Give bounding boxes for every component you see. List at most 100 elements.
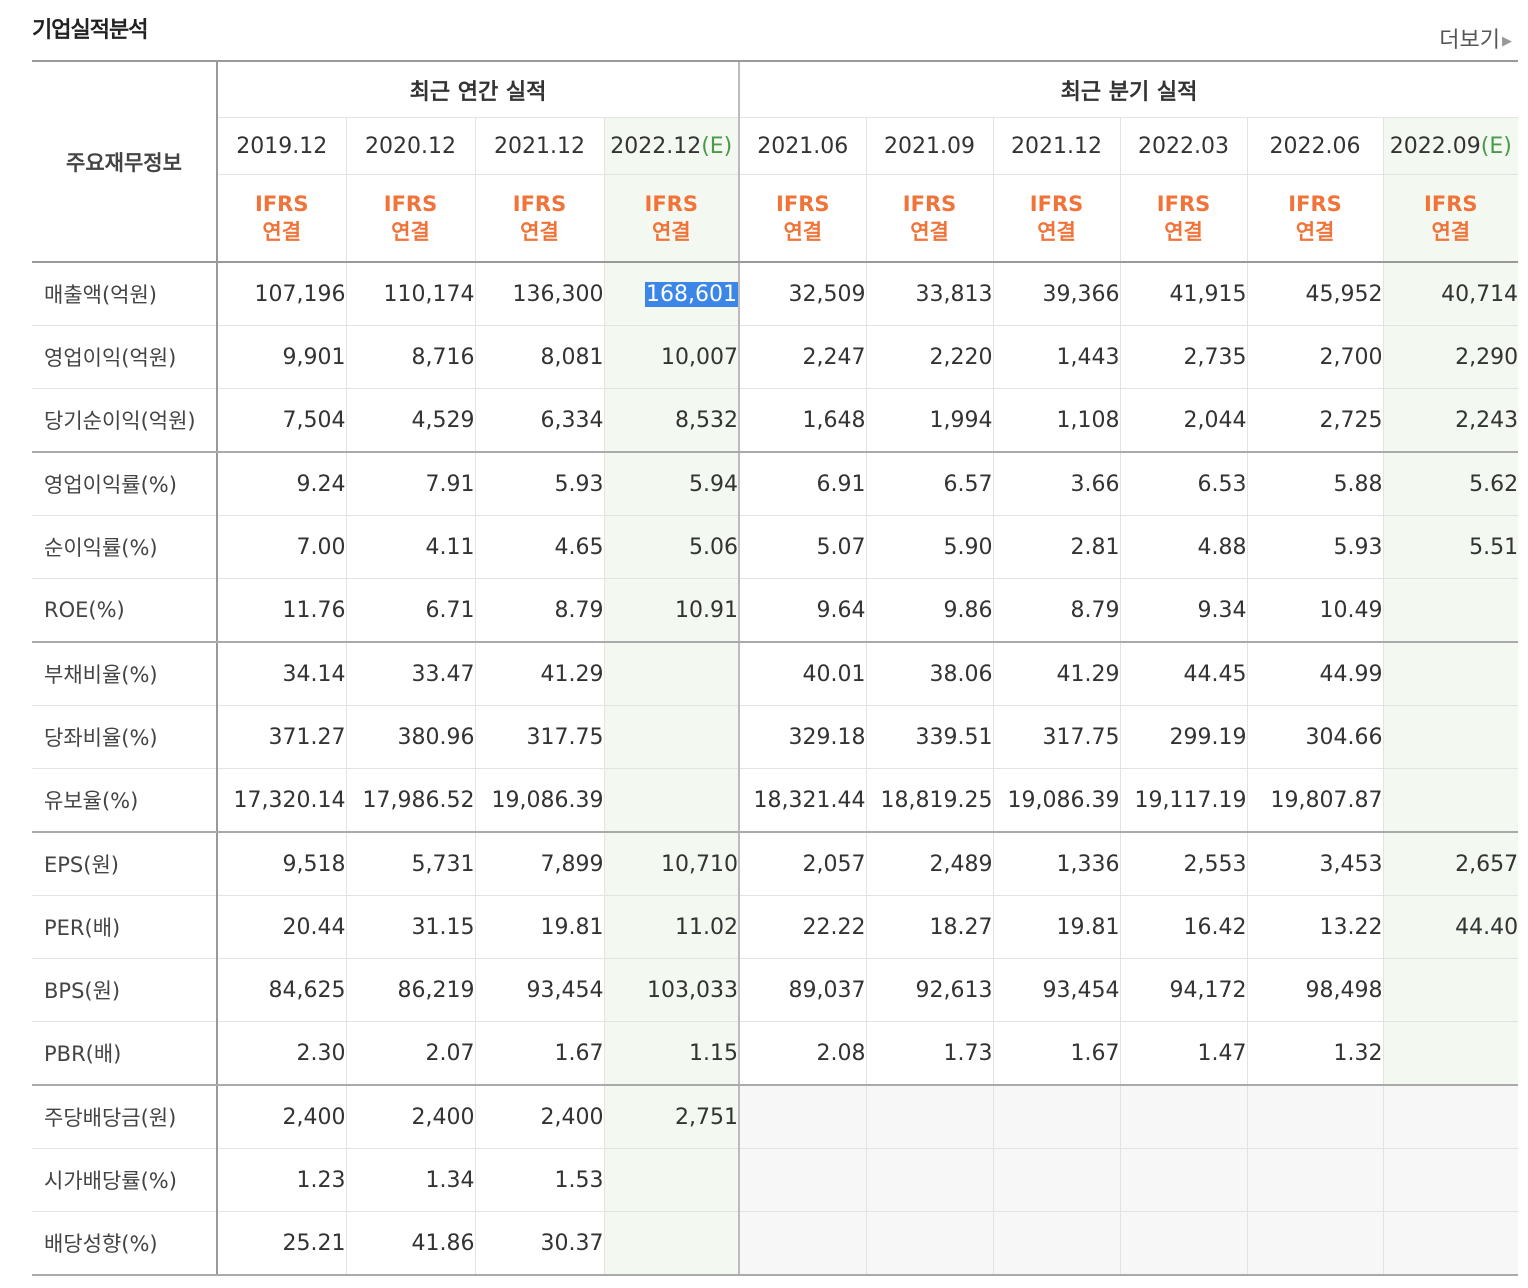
table-cell: 33.47 xyxy=(345,641,476,706)
table-cell: 8.79 xyxy=(992,578,1121,643)
estimate-marker: (E) xyxy=(701,133,733,159)
table-cell: 1,108 xyxy=(992,388,1121,453)
estimate-marker: (E) xyxy=(1480,133,1512,159)
table-cell: 9.86 xyxy=(865,578,994,643)
table-cell: 17,986.52 xyxy=(345,768,476,833)
table-cell: 5.06 xyxy=(603,515,740,579)
table-cell: 10,007 xyxy=(603,325,740,389)
table-cell: 4.88 xyxy=(1119,515,1248,579)
table-cell: 136,300 xyxy=(474,261,605,326)
column-date-label: 2022.09 xyxy=(1389,133,1481,159)
selected-value[interactable]: 168,601 xyxy=(645,281,739,307)
table-cell: 44.40 xyxy=(1382,895,1519,959)
table-cell xyxy=(738,1084,867,1149)
column-date: 2022.03 xyxy=(1119,117,1248,175)
row-label: 시가배당률(%) xyxy=(32,1148,218,1212)
table-cell xyxy=(865,1084,994,1149)
section-title: 기업실적분석 xyxy=(32,18,148,43)
accounting-standard: IFRS 연결 xyxy=(345,174,476,263)
table-cell xyxy=(1382,641,1519,706)
table-cell: 98,498 xyxy=(1246,958,1384,1022)
table-cell xyxy=(1119,1211,1248,1276)
table-cell: 107,196 xyxy=(216,261,347,326)
table-cell: 84,625 xyxy=(216,958,347,1022)
table-cell: 41,915 xyxy=(1119,261,1248,326)
row-label: 당좌비율(%) xyxy=(32,705,218,769)
column-date-label: 2021.06 xyxy=(757,133,849,159)
table-row: 영업이익(억원) 9,901 8,716 8,081 10,007 2,247 2,220 1… xyxy=(32,325,1519,389)
table-row: PER(배) 20.44 31.15 19.81 11.02 22.22 18.27 19.8… xyxy=(32,895,1519,959)
table-cell: 44.99 xyxy=(1246,641,1384,706)
row-label: BPS(원) xyxy=(32,958,218,1022)
table-cell xyxy=(603,768,740,833)
standard-line1: IFRS xyxy=(1156,192,1211,216)
table-cell: 1.15 xyxy=(603,1021,740,1086)
table-cell: 41.86 xyxy=(345,1211,476,1276)
table-cell: 19,117.19 xyxy=(1119,768,1248,833)
table-cell: 8,532 xyxy=(603,388,740,453)
table-cell: 94,172 xyxy=(1119,958,1248,1022)
table-cell: 41.29 xyxy=(474,641,605,706)
table-cell: 2.08 xyxy=(738,1021,867,1086)
table-cell xyxy=(1382,1021,1519,1086)
more-link[interactable]: 더보기 ▶ xyxy=(1439,22,1512,54)
accounting-standard: IFRS 연결 xyxy=(603,174,740,263)
column-date-label: 2022.12 xyxy=(610,133,702,159)
table-cell: 2,400 xyxy=(474,1084,605,1149)
table-cell: 3,453 xyxy=(1246,831,1384,896)
table-cell: 89,037 xyxy=(738,958,867,1022)
table-cell: 1.67 xyxy=(474,1021,605,1086)
table-row: 매출액(억원) 107,196 110,174 136,300 168,601 32,50… xyxy=(32,261,1519,326)
table-row: 주당배당금(원) 2,400 2,400 2,400 2,751 xyxy=(32,1084,1519,1149)
table-cell: 2.81 xyxy=(992,515,1121,579)
column-date: 2019.12 xyxy=(216,117,347,175)
table-cell xyxy=(603,1148,740,1212)
standard-line2: 연결 xyxy=(783,220,823,244)
table-cell: 339.51 xyxy=(865,705,994,769)
table-cell: 93,454 xyxy=(992,958,1121,1022)
table-cell: 19,086.39 xyxy=(474,768,605,833)
standard-line2: 연결 xyxy=(1431,220,1471,244)
column-date-label: 2021.09 xyxy=(884,133,975,159)
table-cell: 3.66 xyxy=(992,451,1121,516)
table-cell: 44.45 xyxy=(1119,641,1248,706)
table-cell: 2,220 xyxy=(865,325,994,389)
table-cell xyxy=(1382,578,1519,643)
table-cell: 1,994 xyxy=(865,388,994,453)
standard-line1: IFRS xyxy=(1288,192,1342,216)
accounting-standard: IFRS 연결 xyxy=(738,174,867,263)
more-label: 더보기 xyxy=(1439,28,1500,53)
table-cell: 10.49 xyxy=(1246,578,1384,643)
table-cell xyxy=(1382,1148,1519,1212)
standard-line2: 연결 xyxy=(1037,220,1076,244)
table-cell: 10,710 xyxy=(603,831,740,896)
table-cell: 34.14 xyxy=(216,641,347,706)
table-cell: 371.27 xyxy=(216,705,347,769)
table-cell: 2,243 xyxy=(1382,388,1519,453)
table-cell: 45,952 xyxy=(1246,261,1384,326)
table-cell: 317.75 xyxy=(474,705,605,769)
row-label: PBR(배) xyxy=(32,1021,218,1086)
table-cell: 5.94 xyxy=(603,451,740,516)
standard-line1: IFRS xyxy=(644,192,698,216)
column-date: 2022.12(E) xyxy=(603,117,740,175)
table-cell xyxy=(1382,1211,1519,1276)
table-cell xyxy=(1382,705,1519,769)
table-cell: 1.47 xyxy=(1119,1021,1248,1086)
table-cell: 380.96 xyxy=(345,705,476,769)
table-row: 시가배당률(%) 1.23 1.34 1.53 xyxy=(32,1148,1519,1212)
column-date-label: 2021.12 xyxy=(494,133,585,159)
table-cell: 2,057 xyxy=(738,831,867,896)
table-cell: 9.34 xyxy=(1119,578,1248,643)
table-cell: 92,613 xyxy=(865,958,994,1022)
row-label: 영업이익률(%) xyxy=(32,451,218,516)
column-date-label: 2022.03 xyxy=(1138,133,1229,159)
table-cell: 18,819.25 xyxy=(865,768,994,833)
standard-line1: IFRS xyxy=(776,192,830,216)
table-cell: 19,086.39 xyxy=(992,768,1121,833)
table-cell: 103,033 xyxy=(603,958,740,1022)
column-date-label: 2019.12 xyxy=(236,133,328,159)
table-row: BPS(원) 84,625 86,219 93,454 103,033 89,037 92,… xyxy=(32,958,1519,1022)
table-cell: 110,174 xyxy=(345,261,476,326)
standard-line2: 연결 xyxy=(1295,220,1335,244)
